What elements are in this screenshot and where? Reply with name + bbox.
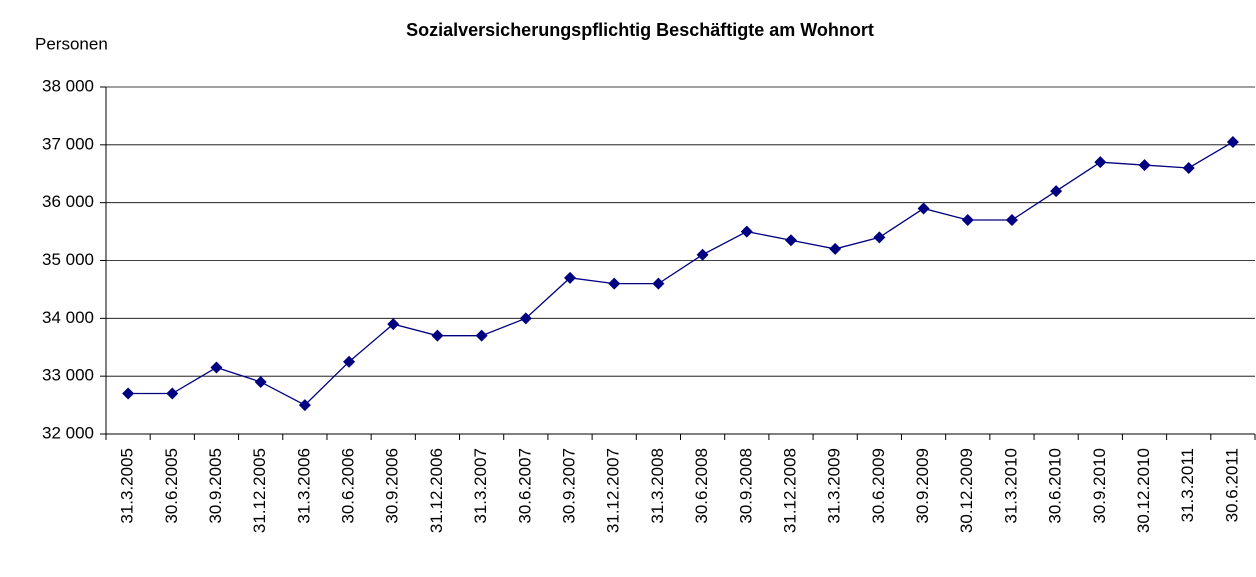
marker	[431, 329, 444, 342]
y-tick-label: 32 000	[42, 423, 94, 442]
marker	[343, 355, 356, 368]
marker	[1094, 156, 1107, 169]
x-tick-label: 31.12.2008	[780, 448, 799, 533]
marker	[740, 225, 753, 238]
x-tick-label: 31.3.2007	[471, 448, 490, 524]
x-tick-label: 31.3.2005	[118, 448, 137, 524]
x-tick-label: 30.9.2007	[560, 448, 579, 524]
line	[128, 141, 1234, 406]
marker	[608, 277, 621, 290]
marker	[1182, 161, 1195, 174]
x-tick-label: 31.3.2009	[825, 448, 844, 524]
x-tick-label: 31.12.2007	[604, 448, 623, 533]
y-axis-label: Personen	[35, 34, 108, 53]
marker	[873, 231, 886, 244]
marker	[298, 399, 311, 412]
x-tick-label: 31.3.2008	[648, 448, 667, 524]
x-tick-label: 31.3.2006	[294, 448, 313, 524]
marker	[387, 318, 400, 331]
x-tick-label: 31.12.2005	[250, 448, 269, 533]
x-tick-label: 30.6.2006	[339, 448, 358, 524]
y-tick-label: 33 000	[42, 366, 94, 385]
x-tick-label: 30.9.2005	[206, 448, 225, 524]
marker	[1005, 214, 1018, 227]
x-tick-label: 30.9.2006	[383, 448, 402, 524]
x-tick-label: 30.12.2010	[1134, 448, 1153, 533]
marker	[696, 248, 709, 261]
marker	[829, 242, 842, 255]
x-tick-label: 30.6.2010	[1046, 448, 1065, 524]
marker	[1050, 185, 1063, 198]
marker	[475, 329, 488, 342]
marker	[210, 361, 223, 374]
marker	[166, 387, 179, 400]
marker	[519, 312, 532, 325]
x-tick-label: 30.9.2008	[736, 448, 755, 524]
x-tick-label: 30.6.2009	[869, 448, 888, 524]
marker	[784, 234, 797, 247]
x-tick-label: 31.3.2011	[1178, 448, 1197, 522]
x-tick-label: 30.9.2010	[1090, 448, 1109, 524]
x-tick-label: 31.12.2006	[427, 448, 446, 533]
chart-title: Sozialversicherungspflichtig Beschäftigt…	[406, 20, 874, 40]
marker	[917, 202, 930, 215]
y-tick-label: 34 000	[42, 308, 94, 327]
marker	[564, 271, 577, 284]
x-tick-label: 31.3.2010	[1001, 448, 1020, 524]
marker	[254, 375, 267, 388]
marker	[961, 214, 974, 227]
x-tick-label: 30.6.2005	[162, 448, 181, 524]
y-tick-label: 38 000	[42, 76, 94, 95]
y-tick-label: 35 000	[42, 250, 94, 269]
marker	[1138, 159, 1151, 172]
x-tick-label: 30.9.2009	[913, 448, 932, 524]
marker	[652, 277, 665, 290]
y-tick-label: 36 000	[42, 192, 94, 211]
x-tick-label: 30.6.2007	[515, 448, 534, 524]
x-tick-label: 30.6.2011	[1222, 448, 1241, 522]
y-tick-label: 37 000	[42, 134, 94, 153]
marker	[1226, 135, 1239, 148]
x-tick-label: 30.12.2009	[957, 448, 976, 533]
marker	[122, 387, 135, 400]
x-tick-label: 30.6.2008	[692, 448, 711, 524]
